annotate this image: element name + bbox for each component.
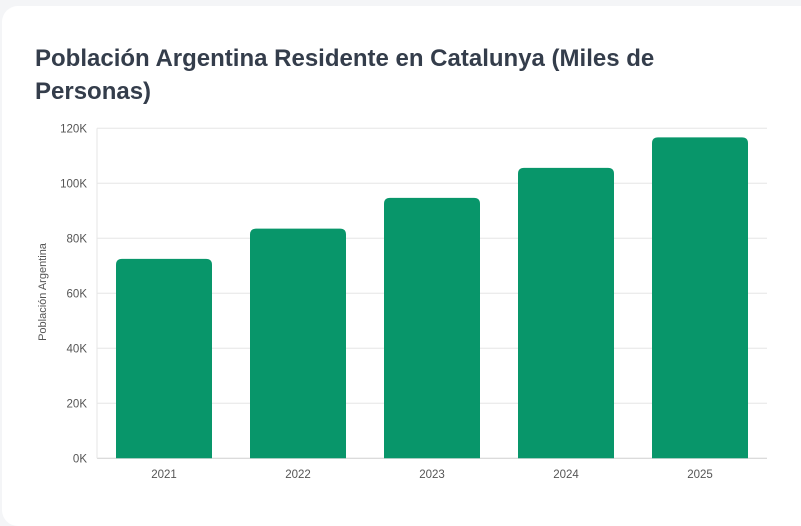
y-tick-label: 60K xyxy=(67,288,88,300)
y-tick-label: 80K xyxy=(67,233,88,245)
y-tick-label: 100K xyxy=(60,178,87,190)
y-axis-ticks: 0K 20K 40K 60K 80K 100K 120K xyxy=(60,123,87,465)
y-tick-label: 40K xyxy=(67,343,88,355)
bar-2025[interactable] xyxy=(652,137,748,459)
bar-2024[interactable] xyxy=(518,167,614,459)
chart-title: Población Argentina Residente en Catalun… xyxy=(35,45,655,105)
bar-2023[interactable] xyxy=(384,197,480,459)
x-tick-label: 2021 xyxy=(151,469,177,481)
bars xyxy=(116,137,748,459)
y-tick-label: 0K xyxy=(73,453,87,465)
x-tick-label: 2023 xyxy=(419,469,445,481)
y-axis-label: Población Argentina xyxy=(37,242,49,341)
bar-2021[interactable] xyxy=(116,258,212,459)
y-tick-label: 120K xyxy=(60,123,87,135)
x-axis-ticks: 2021 2022 2023 2024 2025 xyxy=(151,469,713,481)
y-tick-label: 20K xyxy=(67,398,88,410)
bar-2022[interactable] xyxy=(250,228,346,459)
x-tick-label: 2024 xyxy=(553,469,579,481)
x-tick-label: 2022 xyxy=(285,469,311,481)
x-tick-label: 2025 xyxy=(687,469,713,481)
